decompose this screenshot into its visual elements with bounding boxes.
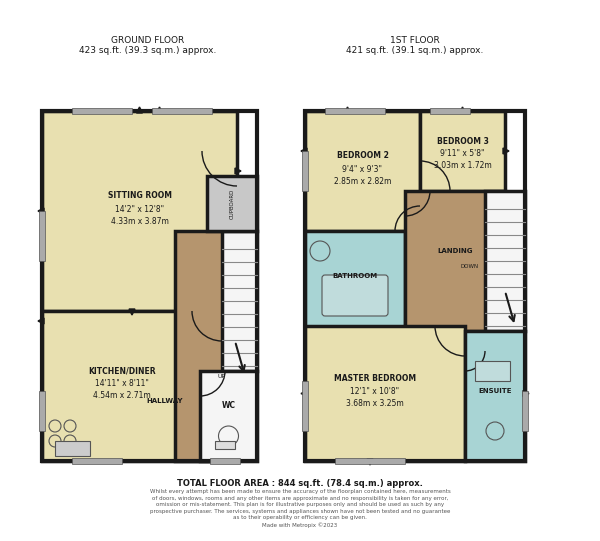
Text: DOWN: DOWN — [461, 263, 479, 268]
Bar — [485, 191, 525, 331]
Polygon shape — [523, 391, 529, 397]
Bar — [72, 458, 122, 464]
Bar — [175, 231, 235, 461]
Polygon shape — [38, 208, 44, 214]
Text: GROUND FLOOR
423 sq.ft. (39.3 sq.m.) approx.: GROUND FLOOR 423 sq.ft. (39.3 sq.m.) app… — [79, 36, 217, 55]
Polygon shape — [235, 168, 241, 174]
Text: KITCHEN/DINER: KITCHEN/DINER — [88, 366, 156, 375]
Bar — [305, 326, 465, 461]
Text: 3.68m x 3.25m: 3.68m x 3.25m — [346, 399, 404, 408]
Bar — [42, 311, 222, 461]
Polygon shape — [344, 107, 350, 113]
Text: 14'2" x 12'8": 14'2" x 12'8" — [115, 204, 164, 214]
Text: WC: WC — [221, 401, 235, 411]
Polygon shape — [129, 309, 135, 315]
Bar — [152, 108, 212, 114]
Text: 4.33m x 3.87m: 4.33m x 3.87m — [110, 216, 169, 226]
Text: 9'11" x 5'8": 9'11" x 5'8" — [440, 148, 485, 157]
Polygon shape — [301, 148, 307, 154]
Text: CUPBOARD: CUPBOARD — [229, 188, 235, 219]
Bar — [215, 441, 235, 449]
Bar — [207, 176, 257, 231]
Bar — [522, 391, 528, 431]
Text: 14'11" x 8'11": 14'11" x 8'11" — [95, 379, 149, 388]
Bar — [222, 231, 257, 371]
Bar — [39, 391, 45, 431]
Bar — [465, 331, 525, 461]
Polygon shape — [301, 391, 307, 397]
Bar — [305, 111, 420, 231]
Bar — [305, 111, 525, 461]
Polygon shape — [157, 107, 163, 113]
Text: HALLWAY: HALLWAY — [147, 398, 183, 404]
Bar — [55, 441, 90, 456]
Polygon shape — [367, 459, 373, 465]
Text: LANDING: LANDING — [437, 248, 473, 254]
Bar — [305, 231, 405, 331]
Bar — [405, 191, 505, 331]
Text: 12'1" x 10'8": 12'1" x 10'8" — [350, 387, 400, 396]
Text: BATHROOM: BATHROOM — [332, 273, 377, 279]
Text: MASTER BEDROOM: MASTER BEDROOM — [334, 374, 416, 383]
Polygon shape — [460, 107, 466, 113]
Bar — [72, 108, 132, 114]
Bar — [39, 211, 45, 261]
Text: ENSUITE: ENSUITE — [478, 388, 512, 394]
Bar — [430, 108, 470, 114]
Text: 2.85m x 2.82m: 2.85m x 2.82m — [334, 176, 391, 186]
Text: 3.03m x 1.72m: 3.03m x 1.72m — [434, 161, 491, 169]
Text: 4.54m x 2.71m: 4.54m x 2.71m — [93, 392, 151, 400]
Bar — [335, 458, 405, 464]
Bar — [42, 111, 237, 311]
Text: Whilst every attempt has been made to ensure the accuracy of the floorplan conta: Whilst every attempt has been made to en… — [149, 489, 451, 528]
Text: UP: UP — [218, 373, 226, 379]
Polygon shape — [503, 148, 509, 154]
Polygon shape — [38, 318, 44, 324]
Bar — [475, 361, 510, 381]
Bar — [302, 151, 308, 191]
Text: TOTAL FLOOR AREA : 844 sq.ft. (78.4 sq.m.) approx.: TOTAL FLOOR AREA : 844 sq.ft. (78.4 sq.m… — [177, 479, 423, 488]
Bar — [200, 371, 257, 461]
Text: BEDROOM 2: BEDROOM 2 — [337, 151, 388, 161]
Bar — [302, 381, 308, 431]
Text: 9'4" x 9'3": 9'4" x 9'3" — [343, 164, 383, 174]
Bar — [42, 111, 257, 461]
Polygon shape — [137, 107, 143, 113]
Text: 1ST FLOOR
421 sq.ft. (39.1 sq.m.) approx.: 1ST FLOOR 421 sq.ft. (39.1 sq.m.) approx… — [346, 36, 484, 55]
Bar — [210, 458, 240, 464]
Bar — [325, 108, 385, 114]
FancyBboxPatch shape — [322, 275, 388, 316]
Bar — [420, 111, 505, 191]
Text: BEDROOM 3: BEDROOM 3 — [437, 136, 488, 146]
Text: SITTING ROOM: SITTING ROOM — [107, 192, 172, 201]
